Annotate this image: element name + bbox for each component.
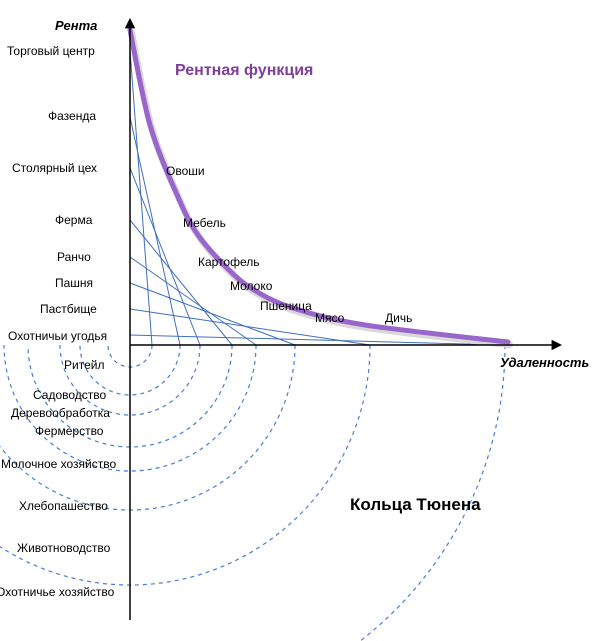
y-tick-label: Фазенда — [48, 109, 96, 123]
y-tick-label: Ранчо — [57, 250, 91, 264]
curve-label: Овоши — [166, 164, 205, 178]
ring-label: Животноводство — [17, 541, 111, 555]
ring-label: Хлебопашество — [19, 499, 108, 513]
y-tick-label: Торговый центр — [7, 44, 95, 58]
curve-label: Мебель — [183, 216, 226, 230]
curve-label: Картофель — [198, 255, 260, 269]
ring-label: Фермерство — [35, 424, 104, 438]
ring-label: Охотничье хозяйство — [0, 585, 115, 599]
y-tick-label: Ферма — [55, 213, 93, 227]
curve-label: Дичь — [385, 311, 412, 325]
ring-label: Деревообработка — [11, 406, 110, 420]
ring-label: Садоводство — [33, 388, 107, 402]
rent-function-title: Рентная функция — [175, 62, 313, 79]
ring-label: Ритейл — [64, 358, 104, 372]
y-tick-label: Пашня — [55, 276, 93, 290]
curve-label: Пшеница — [260, 299, 312, 313]
ring-label: Молочное хозяйство — [1, 457, 116, 471]
y-tick-label: Пастбище — [40, 302, 97, 316]
y-axis-label: Рента — [55, 18, 97, 33]
thunen-diagram: Рента Удаленность Рентная функция Кольца Тю… — [0, 0, 597, 641]
curve-label: Молоко — [230, 279, 273, 293]
curve-label: Мясо — [315, 311, 345, 325]
x-axis-label: Удаленность — [500, 355, 589, 370]
y-tick-label: Столярный цех — [12, 161, 97, 175]
thunen-rings-title: Кольца Тюнена — [350, 495, 481, 514]
y-tick-label: Охотничьи угодья — [8, 329, 107, 343]
